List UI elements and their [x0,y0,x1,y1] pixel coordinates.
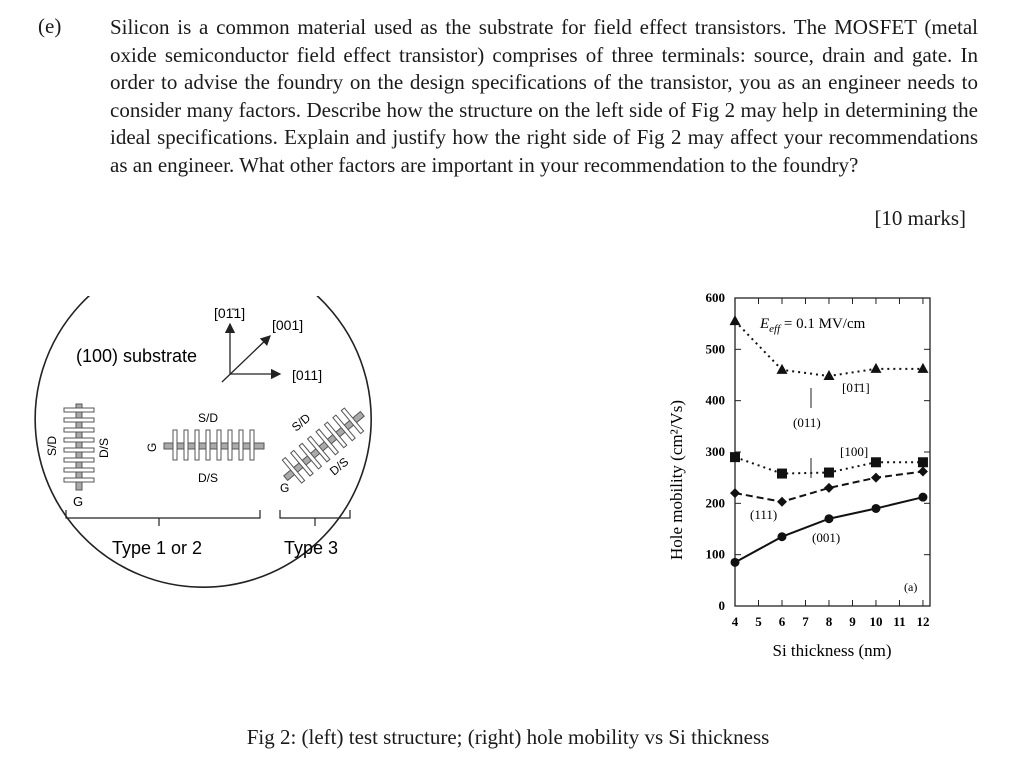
data-point [823,467,834,478]
x-tick-label: 10 [869,614,882,629]
label-011-dir: [01̄1] [842,380,870,395]
diagonal-gate-label: G [280,481,289,495]
label-plane-001: (001) [812,530,840,545]
chart-series-group [729,315,929,567]
crystal-axes [221,322,282,383]
label-plane-011: (011) [793,415,821,430]
data-point [823,370,835,381]
axis-label-diag: [001] [272,317,303,333]
wafer-outline-lower [35,435,370,588]
data-point [870,362,882,373]
device-horizontal [163,429,265,461]
efield-annotation: Eeff = 0.1 MV/cm [759,316,866,335]
data-point [729,315,741,326]
device-vertical [63,403,95,491]
type12-label: Type 1 or 2 [112,538,202,558]
label-100-dir: [100] [840,444,868,459]
question-text: Silicon is a common material used as the… [110,15,978,177]
diagonal-sd-label: S/D [289,411,314,435]
x-tick-label: 9 [849,614,856,629]
vertical-sd-label: S/D [45,436,59,456]
data-point [776,363,788,374]
x-tick-label: 8 [826,614,833,629]
data-point [776,496,787,507]
data-point [824,514,834,524]
y-tick-label: 200 [706,495,726,510]
label-plane-111: (111) [750,507,777,522]
data-point [870,472,881,483]
y-tick-label: 0 [719,598,726,613]
data-point [917,466,928,477]
horizontal-sd-label: S/D [198,411,218,425]
data-point [777,532,787,542]
y-tick-label: 400 [706,393,726,408]
data-point [918,492,928,502]
test-structure-figure: [01̄1] [001] [011] (100) substrate S/D D… [34,296,372,588]
y-tick-label: 600 [706,290,726,305]
axis-label-right: [011] [292,367,322,383]
figure-caption: Fig 2: (left) test structure; (right) ho… [246,725,770,749]
data-point [870,457,881,468]
chart-tick-labels: 0 100 200 300 400 500 600 4 5 6 7 8 9 10 11 12 [706,290,930,629]
substrate-label: (100) substrate [76,346,197,366]
data-point [871,503,881,513]
data-point [776,468,787,479]
type3-label: Type 3 [284,538,338,558]
x-tick-label: 12 [916,614,929,629]
series-line-2 [734,470,924,503]
x-tick-label: 4 [732,614,739,629]
question-label: (e) [38,14,62,38]
data-point [730,452,740,463]
x-tick-label: 11 [893,614,905,629]
bracket-type12 [65,510,261,526]
x-tick-label: 6 [779,614,786,629]
vertical-gate-label: G [73,494,83,509]
plot-frame [734,297,931,607]
data-point [730,488,740,499]
x-tick-label: 7 [802,614,809,629]
y-tick-label: 300 [706,444,726,459]
horizontal-ds-label: D/S [198,471,218,485]
device-diagonal [281,407,365,484]
data-point [730,557,740,567]
x-tick-label: 5 [755,614,762,629]
bracket-type3 [279,510,351,526]
horizontal-gate-label: G [145,443,159,452]
wafer-outline [34,296,372,447]
diagonal-ds-label: D/S [327,455,351,479]
x-axis-label: Si thickness (nm) [773,641,892,660]
y-tick-label: 100 [706,547,726,562]
marks-label: [10 marks] [874,206,966,230]
panel-label: (a) [904,580,917,594]
vertical-ds-label: D/S [97,438,111,458]
axis-label-up: [01̄1] [214,305,245,321]
chart-plot-area [734,297,931,607]
data-point [917,457,928,468]
y-tick-label: 500 [706,341,726,356]
data-point [823,482,834,493]
mobility-chart: 0 100 200 300 400 500 600 4 5 6 7 8 9 10 11 12 Eeff = 0… [667,290,931,660]
y-axis-label: Hole mobility (cm²/Vs) [667,400,686,560]
data-point [917,362,929,373]
